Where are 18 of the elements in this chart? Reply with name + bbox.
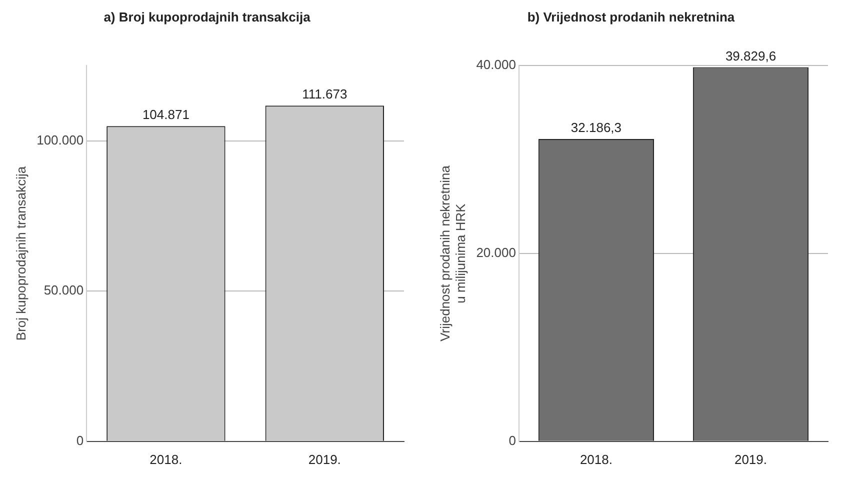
chart-title: a) Broj kupoprodajnih transakcija (104, 9, 312, 24)
y-axis-title: Vrijednost prodanih nekretnina u milijunima HRK (437, 164, 468, 342)
x-tick-label: 2018. (150, 452, 182, 467)
x-tick-label: 2019. (308, 452, 341, 467)
y-tick-label: 100.000 (36, 132, 84, 148)
data-label: 39.829,6 (725, 48, 776, 64)
y-tick-label: 50.000 (44, 282, 84, 298)
x-tick-label: 2018. (580, 452, 612, 467)
y-tick-label: 20.000 (476, 245, 516, 260)
y-tick-label: 0 (76, 432, 84, 448)
data-label: 32.186,3 (570, 120, 622, 136)
y-tick-label: 40.000 (476, 57, 516, 72)
data-label: 104.871 (142, 107, 190, 122)
chart-title: b) Vrijednost prodanih nekretnina (527, 9, 736, 24)
y-axis-title: Broj kupoprodajnih transakcija (13, 166, 28, 341)
y-tick-label: 0 (508, 432, 516, 448)
data-label: 111.673 (302, 86, 348, 102)
x-tick-label: 2019. (734, 452, 768, 467)
